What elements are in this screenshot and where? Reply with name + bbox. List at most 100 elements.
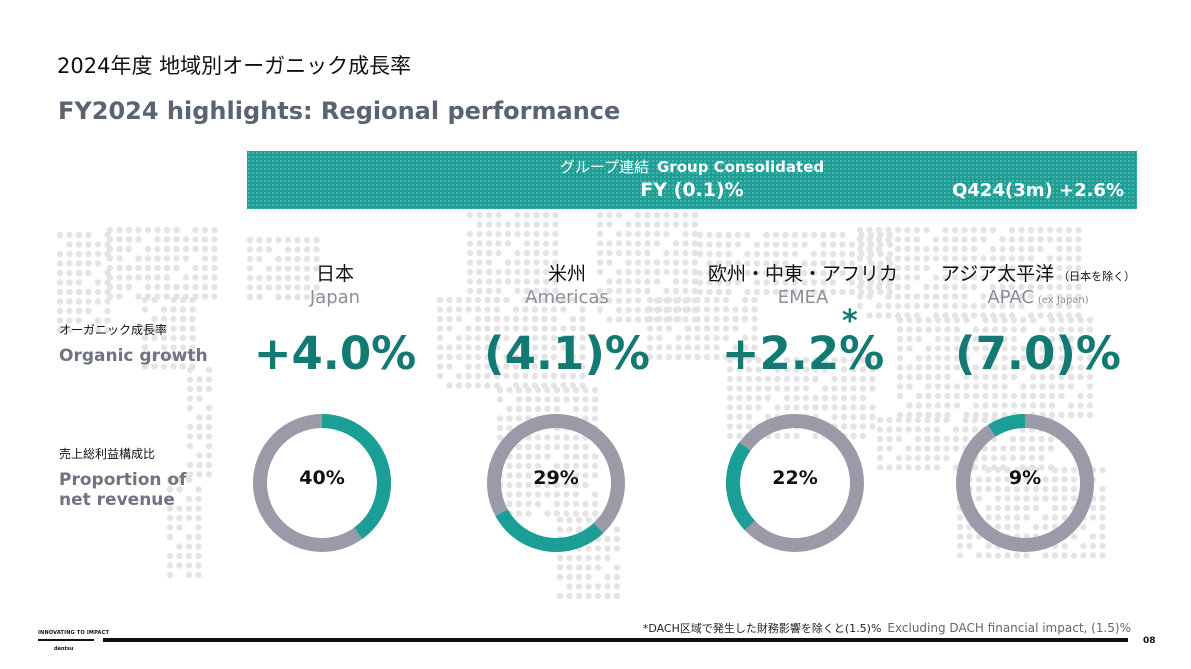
map-dot [763, 269, 770, 277]
map-dot [791, 288, 799, 296]
map-dot [672, 211, 680, 219]
map-dot [542, 230, 550, 238]
growth-apac: (7.0)% [955, 327, 1121, 380]
map-dot [572, 453, 580, 460]
map-dot [160, 334, 168, 342]
map-dot [734, 260, 742, 267]
map-dot [569, 353, 577, 361]
map-dot [563, 396, 570, 403]
map-dot [284, 274, 292, 282]
map-dot [116, 245, 123, 253]
map-dot [906, 364, 913, 371]
map-dot [533, 259, 540, 266]
map-dot [195, 562, 202, 569]
map-dot [691, 287, 699, 295]
map-dot [751, 334, 758, 342]
map-dot [772, 269, 780, 277]
map-dot [703, 325, 711, 332]
map-dot [106, 283, 114, 291]
map-dot [476, 268, 483, 276]
map-dot [196, 385, 203, 393]
map-dot [1018, 274, 1025, 281]
map-dot [75, 288, 83, 296]
map-dot [170, 353, 177, 361]
map-dot [523, 240, 531, 247]
map-dot [275, 236, 282, 244]
map-dot [515, 481, 523, 489]
map-dot [829, 279, 837, 286]
map-dot [596, 249, 604, 257]
map-dot [566, 583, 573, 590]
map-dot [585, 583, 592, 590]
map-dot [303, 274, 311, 282]
map-dot [1058, 373, 1065, 381]
map-dot [1058, 354, 1065, 362]
map-dot [932, 302, 940, 310]
map-dot [275, 255, 282, 263]
map-dot [706, 279, 713, 286]
map-dot [694, 306, 701, 313]
map-dot [1001, 383, 1008, 390]
map-dot [151, 334, 158, 342]
map-dot [934, 392, 942, 400]
map-dot [604, 573, 611, 581]
donut-share-segment [487, 414, 625, 552]
map-dot [763, 250, 770, 258]
map-dot [163, 264, 171, 272]
map-dot [522, 334, 529, 342]
map-dot [722, 306, 730, 313]
map-dot [856, 302, 864, 310]
map-dot [706, 269, 713, 277]
map-dot [886, 435, 893, 443]
map-dot [994, 495, 1002, 502]
map-dot [644, 221, 651, 228]
map-dot [484, 325, 491, 332]
map-dot [201, 236, 209, 243]
map-dot [923, 293, 930, 300]
map-dot [1037, 236, 1044, 243]
map-dot [675, 334, 682, 342]
map-dot [585, 516, 592, 524]
map-dot [885, 274, 892, 281]
map-dot [1048, 335, 1056, 343]
map-dot [552, 287, 559, 295]
map-dot [848, 250, 856, 258]
map-dot [914, 426, 922, 433]
map-dot [455, 306, 463, 313]
map-dot [934, 402, 942, 409]
map-dot [691, 249, 699, 257]
map-dot [896, 383, 904, 390]
map-dot [196, 461, 203, 469]
map-dot [982, 411, 989, 419]
map-dot [682, 259, 689, 266]
map-dot [1023, 504, 1030, 512]
map-dot [999, 302, 1006, 310]
map-dot [924, 464, 931, 471]
map-dot [196, 423, 203, 431]
map-dot [682, 221, 689, 228]
map-dot [782, 288, 789, 296]
map-dot [66, 241, 73, 248]
map-dot [544, 386, 551, 394]
map-dot [446, 306, 453, 313]
map-dot [246, 274, 254, 282]
map-dot [1027, 293, 1035, 300]
map-dot [713, 325, 720, 332]
map-dot [579, 363, 586, 370]
map-dot [116, 274, 123, 281]
map-dot [201, 283, 209, 291]
map-dot [613, 564, 621, 571]
map-dot [1001, 392, 1008, 400]
map-dot [506, 462, 513, 470]
map-dot [195, 543, 202, 550]
map-dot [994, 514, 1002, 521]
map-dot [915, 373, 923, 381]
map-dot [575, 516, 583, 524]
map-dot [1065, 274, 1073, 281]
map-dot [1029, 392, 1037, 400]
map-dot [542, 287, 550, 295]
map-dot [531, 315, 539, 323]
map-dot [694, 353, 701, 361]
map-dot [856, 226, 864, 234]
map-dot [56, 307, 64, 315]
